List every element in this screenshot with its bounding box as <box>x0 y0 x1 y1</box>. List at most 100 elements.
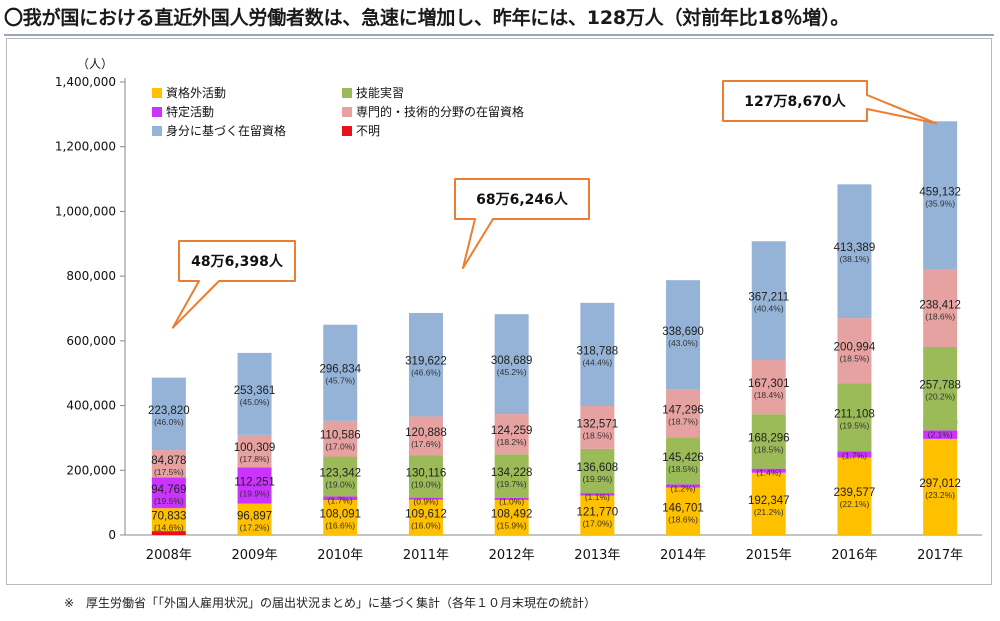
x-tick-label: 2009年 <box>232 548 278 563</box>
legend-swatch <box>342 107 352 117</box>
legend-label: 身分に基づく在留資格 <box>166 123 286 138</box>
bar-segment-技能実習 <box>837 383 872 452</box>
data-label-pct: (2.1%) <box>928 429 953 439</box>
x-tick-label: 2016年 <box>831 548 877 563</box>
data-label-pct: (46.6%) <box>411 368 441 378</box>
legend-label: 資格外活動 <box>166 85 226 100</box>
data-label: 192,347 <box>748 495 790 507</box>
bar-segment-資格外活動 <box>923 438 958 535</box>
bar-segment-技能実習 <box>408 455 443 498</box>
callout-box <box>722 80 938 125</box>
data-label: 120,888 <box>405 427 447 439</box>
data-label-pct: (18.4%) <box>754 390 784 400</box>
data-label: 124,259 <box>491 425 533 437</box>
data-label: 110,586 <box>320 430 361 442</box>
y-tick-label: 1,200,000 <box>55 140 116 154</box>
bar-segment-専門的・技術的分野の在留資格 <box>323 420 358 457</box>
data-label: 296,834 <box>319 364 361 376</box>
data-label-pct: (45.7%) <box>325 376 355 386</box>
bar-segment-資格外活動 <box>666 487 701 535</box>
source-footnote: ※ 厚生労働省「「外国人雇用状況」の届出状況まとめ」に基づく集計（各年１０月末現… <box>64 596 597 610</box>
data-label: 308,689 <box>491 355 533 367</box>
bar-segment-資格外活動 <box>494 499 529 535</box>
data-label-pct: (17.6%) <box>411 439 441 449</box>
data-label-pct: (46.0%) <box>154 417 184 427</box>
data-label: 109,612 <box>405 508 447 520</box>
bar-segment-身分に基づく在留資格 <box>580 302 615 406</box>
data-label-pct: (19.0%) <box>325 480 355 490</box>
data-label-pct: (17.8%) <box>240 454 270 464</box>
data-label: 338,690 <box>662 326 704 338</box>
data-label-pct: (45.0%) <box>240 397 270 407</box>
y-tick-label: 0 <box>108 528 116 542</box>
x-tick-label: 2015年 <box>746 548 792 563</box>
data-label: 257,788 <box>919 380 961 392</box>
data-label: 100,309 <box>234 442 276 454</box>
data-label: 367,211 <box>748 292 789 304</box>
bar-segment-特定活動 <box>837 451 872 458</box>
callout-box <box>454 178 590 269</box>
data-label-pct: (18.6%) <box>668 514 698 524</box>
bar-segment-特定活動 <box>151 477 186 509</box>
data-label-pct: (19.5%) <box>840 420 870 430</box>
data-label-pct: (17.0%) <box>325 442 355 452</box>
data-label: 108,091 <box>319 509 361 521</box>
bar-segment-特定活動 <box>666 484 701 488</box>
data-label-pct: (19.9%) <box>582 474 612 484</box>
data-label-pct: (19.0%) <box>411 480 441 490</box>
data-label-pct: (19.7%) <box>497 479 527 489</box>
legend-swatch <box>152 126 162 136</box>
bar-segment-身分に基づく在留資格 <box>237 352 272 435</box>
data-label-pct: (14.6%) <box>154 523 184 533</box>
data-label: 318,788 <box>577 345 619 357</box>
data-label: 223,820 <box>148 405 190 417</box>
data-label: 121,770 <box>577 506 619 518</box>
stacked-bar-chart: （人） 0 200,000 400,000 600,000 800,000 1,000,00… <box>55 57 982 563</box>
bar-segment-資格外活動 <box>751 472 786 535</box>
legend-label: 専門的・技術的分野の在留資格 <box>356 104 524 119</box>
data-label: 123,342 <box>319 468 361 480</box>
data-label-pct: (19.9%) <box>240 488 270 498</box>
bar-segment-技能実習 <box>666 437 701 485</box>
data-label: 108,492 <box>491 508 533 520</box>
legend-label: 不明 <box>356 124 380 138</box>
data-label: 211,108 <box>834 408 875 420</box>
x-tick-label: 2017年 <box>917 548 963 563</box>
bar-segment-専門的・技術的分野の在留資格 <box>408 416 443 456</box>
x-tick-label: 2008年 <box>146 548 192 563</box>
bar-segment-資格外活動 <box>323 500 358 535</box>
legend-swatch <box>152 88 162 98</box>
bar-segment-技能実習 <box>751 414 786 469</box>
data-label-pct: (43.0%) <box>668 338 698 348</box>
data-label-pct: (20.2%) <box>925 392 955 402</box>
x-tick-label: 2010年 <box>317 548 363 563</box>
legend-swatch <box>342 88 352 98</box>
callout-label: 68万6,246人 <box>476 191 569 208</box>
data-label: 147,296 <box>662 405 704 417</box>
bar-segment-特定活動 <box>580 493 615 496</box>
bar-segment-資格外活動 <box>408 499 443 535</box>
bar-segment-特定活動 <box>408 497 443 500</box>
y-axis-unit: （人） <box>77 57 113 71</box>
data-label: 112,251 <box>234 476 275 488</box>
data-label: 70,833 <box>151 511 186 523</box>
bar-segment-資格外活動 <box>837 457 872 535</box>
legend-swatch <box>152 107 162 117</box>
bar-segment-身分に基づく在留資格 <box>923 121 958 270</box>
x-tick-label: 2013年 <box>574 548 620 563</box>
data-label-pct: (18.6%) <box>925 311 955 321</box>
data-label-pct: (44.4%) <box>582 357 612 367</box>
data-label-pct: (18.5%) <box>668 464 698 474</box>
bar-segment-身分に基づく在留資格 <box>666 280 701 390</box>
y-tick-label: 1,000,000 <box>55 204 116 218</box>
data-label-pct: (40.4%) <box>754 304 784 314</box>
data-label-pct: (22.1%) <box>840 499 870 509</box>
bar-segment-不明 <box>151 531 186 535</box>
legend-label: 特定活動 <box>166 104 214 119</box>
callout-label: 48万6,398人 <box>191 253 284 270</box>
data-label: 94,769 <box>151 484 186 496</box>
bar-segment-技能実習 <box>323 456 358 497</box>
data-label: 168,296 <box>748 432 790 444</box>
data-label: 84,878 <box>151 455 186 467</box>
data-label-pct: (0.9%) <box>413 497 438 507</box>
